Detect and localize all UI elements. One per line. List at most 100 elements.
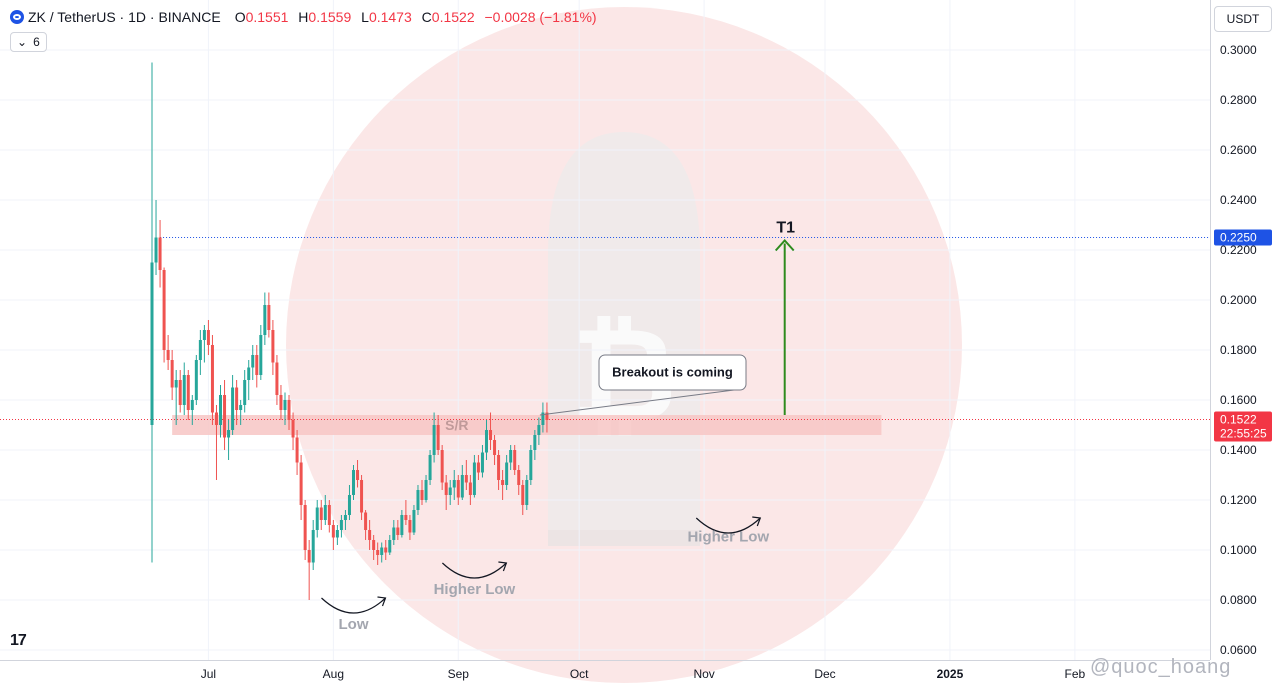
candle-body: [432, 425, 436, 455]
candle: [517, 465, 521, 495]
candle-body: [335, 530, 339, 538]
author-watermark: @quoc_hoang: [1090, 656, 1232, 678]
candle: [412, 505, 416, 535]
candle: [166, 335, 170, 370]
candle: [388, 535, 392, 555]
candle: [497, 450, 501, 490]
candle: [452, 470, 456, 500]
candle: [440, 445, 444, 490]
y-tick-label: 0.1800: [1220, 343, 1257, 357]
candle-body: [444, 482, 448, 495]
change-value: −0.0028 (−1.81%): [484, 9, 597, 25]
candle-body: [255, 355, 259, 375]
candle: [505, 455, 509, 490]
candle: [480, 445, 484, 478]
sr-zone: S/R: [172, 415, 882, 435]
price-axis[interactable]: 0.0600 0.0800 0.1000 0.1200 0.1400 0.1600 0.18…: [1210, 0, 1280, 686]
candle-body: [501, 480, 505, 485]
candle: [533, 430, 537, 460]
candle-body: [190, 400, 194, 410]
candle-body: [428, 455, 432, 480]
candle: [420, 480, 424, 505]
open-value: 0.1551: [245, 9, 289, 25]
candle: [529, 445, 533, 485]
candle-body: [396, 527, 400, 535]
countdown-label: 22:55:25: [1220, 427, 1267, 441]
low-label: L: [361, 9, 369, 25]
candle-body: [271, 330, 275, 363]
candle: [368, 520, 372, 550]
candle-body: [468, 482, 472, 495]
x-tick-label: Sep: [448, 667, 470, 681]
candle: [360, 475, 364, 520]
candle: [408, 515, 412, 540]
candle: [364, 510, 368, 540]
y-tick-label: 0.1200: [1220, 493, 1257, 507]
candle: [400, 510, 404, 538]
candle: [468, 475, 472, 505]
symbol-header[interactable]: ZK / TetherUS · 1D · BINANCE O0.1551 H0.…: [10, 9, 597, 25]
candle: [347, 485, 351, 520]
candle: [352, 465, 355, 500]
symbol-logo-icon: [10, 10, 24, 24]
candle: [545, 402, 549, 433]
candle-body: [231, 387, 235, 430]
candle-body: [267, 305, 271, 330]
candle-body: [356, 470, 360, 480]
candle-body: [416, 490, 420, 510]
candle-body: [275, 362, 279, 395]
candle-body: [279, 395, 283, 410]
x-tick-label: Oct: [570, 667, 589, 681]
candle: [416, 485, 420, 515]
candle-body: [303, 505, 307, 550]
candle: [335, 525, 339, 545]
symbol-title[interactable]: ZK / TetherUS · 1D · BINANCE: [28, 9, 221, 25]
candle: [210, 335, 214, 425]
x-tick-label: Aug: [323, 667, 344, 681]
candle-body: [476, 462, 480, 473]
candle: [525, 475, 529, 510]
candle: [315, 500, 319, 538]
candle-body: [251, 355, 255, 368]
candle: [206, 320, 210, 355]
candle: [484, 420, 488, 460]
low-arc: [321, 597, 386, 614]
candle: [287, 395, 291, 430]
candle-body: [162, 270, 166, 350]
high-label: H: [298, 9, 309, 25]
time-axis[interactable]: Jul Aug Sep Oct Nov Dec 2025 Feb: [0, 660, 1210, 682]
candle-body: [368, 530, 372, 540]
candle: [303, 500, 307, 560]
candle-body: [311, 530, 315, 563]
indicator-count: 6: [33, 35, 40, 49]
low-label: Higher Low: [687, 529, 769, 546]
candle-body: [198, 340, 202, 360]
indicators-toggle[interactable]: ⌄ 6: [10, 32, 47, 52]
tradingview-logo-icon[interactable]: 17: [10, 632, 27, 649]
currency-selector[interactable]: USDT: [1214, 6, 1272, 32]
candle-body: [541, 412, 545, 425]
candle-body: [283, 400, 287, 410]
candle-body: [291, 420, 295, 438]
candle-body: [206, 330, 210, 345]
candle: [464, 460, 468, 490]
candle-body: [472, 462, 476, 495]
candle-body: [364, 512, 368, 530]
ohlc-values: O0.1551 H0.1559 L0.1473 C0.1522 −0.0028 …: [229, 9, 597, 25]
candle: [339, 515, 343, 538]
candle: [239, 400, 243, 425]
candle-body: [440, 450, 444, 483]
y-tick-label: 0.0600: [1220, 643, 1257, 657]
candle: [384, 540, 388, 560]
candle: [263, 292, 267, 345]
candle: [356, 460, 360, 488]
candle: [267, 292, 271, 338]
candle-body: [227, 430, 231, 438]
candle: [327, 500, 331, 533]
candle-body: [408, 520, 412, 533]
y-tick-label: 0.2200: [1220, 243, 1257, 257]
close-value: 0.1522: [431, 9, 475, 25]
last-price-badge: [1214, 411, 1272, 442]
